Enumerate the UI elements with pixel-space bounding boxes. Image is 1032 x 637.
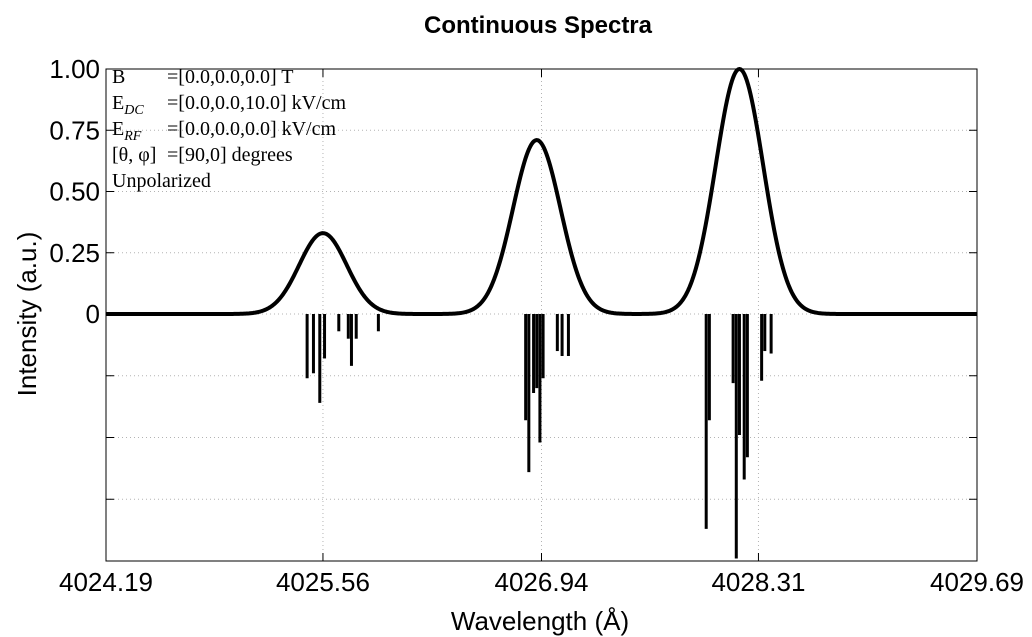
annotation-value: =[0.0,0.0,0.0] kV/cm (167, 118, 336, 140)
continuous-spectrum-line (105, 67, 978, 316)
y-tick-label: 0.75 (49, 115, 100, 145)
x-axis-label: Wavelength (Å) (451, 606, 629, 636)
parameter-annotations: B =[0.0,0.0,0.0] T EDC =[0.0,0.0,10.0] kV/c… (112, 66, 346, 192)
y-tick-label: 0 (86, 299, 100, 329)
annotation-label: ERF (112, 118, 142, 144)
annotation-label: Unpolarized (112, 170, 211, 192)
annotation-label: B (112, 66, 125, 88)
y-axis-label: Intensity (a.u.) (12, 232, 42, 397)
chart-title: Continuous Spectra (424, 12, 653, 39)
annotation-value: =[0.0,0.0,10.0] kV/cm (167, 92, 346, 114)
annotation-value: =[90,0] degrees (167, 144, 293, 166)
x-tick-label: 4025.56 (276, 567, 370, 597)
y-tick-label: 1.00 (49, 54, 100, 84)
annotation-value: =[0.0,0.0,0.0] T (167, 66, 293, 88)
y-tick-label: 0.25 (49, 238, 100, 268)
y-tick-label: 0.50 (49, 177, 100, 207)
x-tick-label: 4029.69 (930, 567, 1024, 597)
stick-spectrum (305, 314, 773, 559)
x-tick-label: 4026.94 (495, 567, 589, 597)
x-tick-label: 4024.19 (59, 567, 153, 597)
x-tick-labels: 4024.19 4025.56 4026.94 4028.31 4029.69 (59, 567, 1024, 597)
y-tick-labels: 0 0.25 0.50 0.75 1.00 (49, 54, 100, 329)
annotation-label: EDC (112, 92, 144, 118)
annotation-label: [θ, φ] (112, 144, 156, 166)
plot-frame (105, 68, 978, 562)
x-tick-label: 4028.31 (711, 567, 805, 597)
